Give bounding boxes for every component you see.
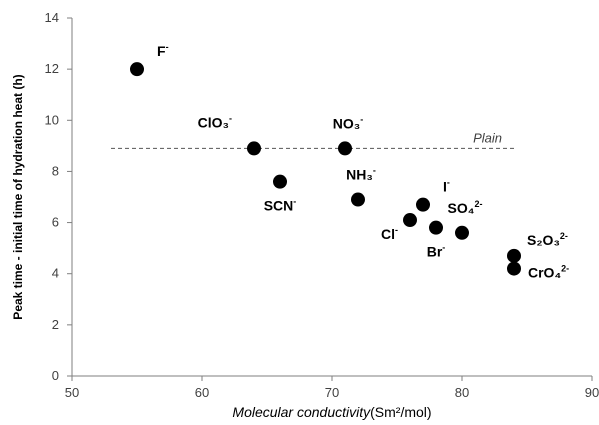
data-point-label: NH₃- — [346, 166, 376, 183]
y-tick-label: 8 — [52, 163, 59, 178]
x-tick-label: 80 — [455, 385, 469, 400]
data-point — [416, 197, 430, 212]
data-point — [273, 174, 287, 189]
data-point-label: Cl- — [381, 225, 398, 242]
reference-line: Plain — [111, 130, 514, 149]
data-point-label: SO₄2- — [448, 199, 483, 216]
x-tick-label: 90 — [585, 385, 599, 400]
data-points — [130, 62, 521, 276]
data-point — [507, 248, 521, 263]
y-ticks: 0 2 4 6 8 10 12 14 — [45, 10, 72, 383]
data-point-label: NO₃- — [333, 114, 363, 131]
data-point — [455, 225, 469, 240]
y-tick-label: 6 — [52, 215, 59, 230]
x-axis-label-unit: (Sm²/mol) — [370, 404, 431, 420]
axes — [71, 18, 592, 377]
x-axis-label: Molecular conductivity(Sm²/mol) — [232, 404, 431, 420]
y-tick-label: 2 — [52, 317, 59, 332]
data-point-label: F- — [157, 42, 169, 59]
point-labels: F- ClO₃- NO₃- SCN- NH₃- I- Cl- Br- SO₄2- S₂O₃2- Cr… — [157, 42, 569, 280]
x-tick-label: 60 — [195, 385, 209, 400]
data-point-label: S₂O₃2- — [527, 231, 568, 248]
data-point — [247, 141, 261, 156]
data-point-label: ClO₃- — [198, 113, 232, 130]
plain-reference-label: Plain — [473, 130, 502, 145]
x-ticks: 50 60 70 80 90 — [65, 376, 599, 400]
data-point — [351, 192, 365, 207]
y-tick-label: 14 — [45, 10, 59, 25]
data-point-label: CrO₄2- — [528, 264, 569, 281]
y-axis-label: Peak time - initial time of hydration he… — [11, 74, 25, 319]
data-point-label: SCN- — [264, 197, 297, 214]
data-point — [429, 220, 443, 235]
data-point — [130, 62, 144, 77]
y-tick-label: 0 — [52, 368, 59, 383]
x-tick-label: 70 — [325, 385, 339, 400]
x-tick-label: 50 — [65, 385, 79, 400]
y-tick-label: 4 — [52, 266, 59, 281]
y-tick-label: 10 — [45, 112, 59, 127]
x-axis-label-text: Molecular conductivity — [232, 404, 371, 420]
data-point-label: Br- — [427, 243, 446, 260]
data-point — [338, 141, 352, 156]
y-tick-label: 12 — [45, 61, 59, 76]
data-point — [403, 213, 417, 228]
data-point-label: I- — [443, 178, 450, 195]
data-point — [507, 261, 521, 276]
